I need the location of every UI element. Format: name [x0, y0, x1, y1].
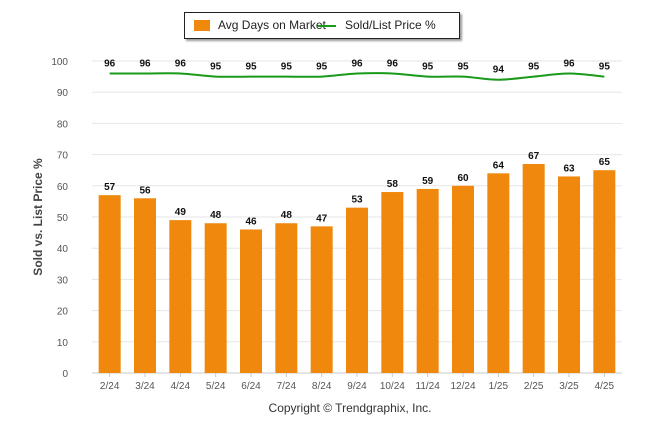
x-tick-label: 4/25	[595, 381, 615, 392]
bar	[487, 173, 510, 373]
bar	[169, 220, 192, 373]
x-tick-label: 5/24	[206, 381, 226, 392]
line-value-label: 95	[528, 62, 540, 73]
line-value-label: 96	[351, 58, 363, 69]
x-tick-label: 9/24	[347, 381, 367, 392]
line-value-label: 94	[493, 65, 505, 76]
line-value-label: 95	[245, 62, 257, 73]
x-tick-label: 3/24	[135, 381, 155, 392]
bar-value-label: 60	[457, 173, 469, 184]
y-tick-label: 0	[62, 369, 68, 380]
line-value-label: 95	[599, 62, 611, 73]
bar	[98, 195, 121, 373]
line-value-label: 96	[387, 58, 399, 69]
line-value-label: 95	[457, 62, 469, 73]
x-tick-label: 11/24	[416, 381, 441, 392]
bar-value-label: 67	[528, 151, 540, 162]
legend-label-sold-list: Sold/List Price %	[345, 18, 436, 32]
bar-value-label: 58	[387, 179, 399, 190]
y-tick-label: 40	[57, 244, 69, 255]
bar-value-label: 59	[422, 176, 434, 187]
x-tick-label: 8/24	[312, 381, 332, 392]
x-tick-label: 10/24	[380, 381, 405, 392]
line-value-label: 96	[563, 58, 575, 69]
bar-value-label: 64	[493, 160, 505, 171]
bar	[346, 207, 368, 373]
bar	[558, 176, 580, 373]
x-tick-label: 6/24	[241, 381, 261, 392]
bar-value-label: 49	[175, 207, 187, 218]
y-tick-label: 20	[57, 307, 69, 318]
bar	[416, 188, 439, 373]
bar-value-label: 48	[210, 210, 222, 221]
y-tick-label: 30	[57, 275, 69, 286]
line-value-label: 96	[139, 58, 151, 69]
bar	[204, 223, 227, 373]
bar	[452, 185, 474, 373]
y-tick-label: 60	[57, 182, 69, 193]
bar	[310, 226, 333, 373]
bar	[240, 229, 262, 373]
line-value-label: 95	[281, 62, 293, 73]
bar	[522, 163, 545, 373]
legend-line-swatch	[318, 25, 336, 27]
y-tick-label: 70	[57, 151, 69, 162]
bar	[593, 170, 616, 373]
y-tick-label: 50	[57, 213, 69, 224]
x-tick-label: 2/25	[524, 381, 544, 392]
legend-bar-swatch	[194, 20, 210, 31]
line-series-sold-list	[109, 72, 605, 81]
y-tick-label: 100	[51, 57, 68, 68]
y-axis-title: Sold vs. List Price %	[31, 158, 45, 276]
bar	[381, 192, 404, 373]
x-tick-label: 7/24	[277, 381, 297, 392]
line-value-label: 95	[316, 62, 328, 73]
bar-value-label: 48	[281, 210, 293, 221]
bar-value-label: 47	[316, 213, 328, 224]
bar-value-label: 57	[104, 182, 116, 193]
x-tick-label: 4/24	[171, 381, 191, 392]
bar	[275, 223, 298, 373]
bar-value-label: 53	[351, 195, 363, 206]
legend: Avg Days on Market Sold/List Price %	[184, 12, 460, 39]
x-tick-label: 2/24	[100, 381, 120, 392]
bar-value-label: 63	[563, 163, 575, 174]
line-value-label: 95	[422, 62, 434, 73]
y-tick-label: 10	[57, 338, 69, 349]
y-tick-label: 90	[57, 88, 69, 99]
y-tick-label: 80	[57, 119, 69, 130]
bar	[134, 198, 156, 373]
line-value-label: 95	[210, 62, 222, 73]
bar-value-label: 46	[245, 216, 257, 227]
bar-value-label: 65	[599, 157, 611, 168]
line-value-label: 96	[104, 58, 116, 69]
copyright-footer: Copyright © Trendgraphix, Inc.	[268, 401, 432, 415]
legend-label-days-on-market: Avg Days on Market	[218, 18, 326, 32]
x-tick-label: 3/25	[559, 381, 579, 392]
line-value-label: 96	[175, 58, 187, 69]
bar-value-label: 56	[139, 185, 151, 196]
x-tick-label: 12/24	[450, 381, 475, 392]
x-tick-label: 1/25	[489, 381, 509, 392]
